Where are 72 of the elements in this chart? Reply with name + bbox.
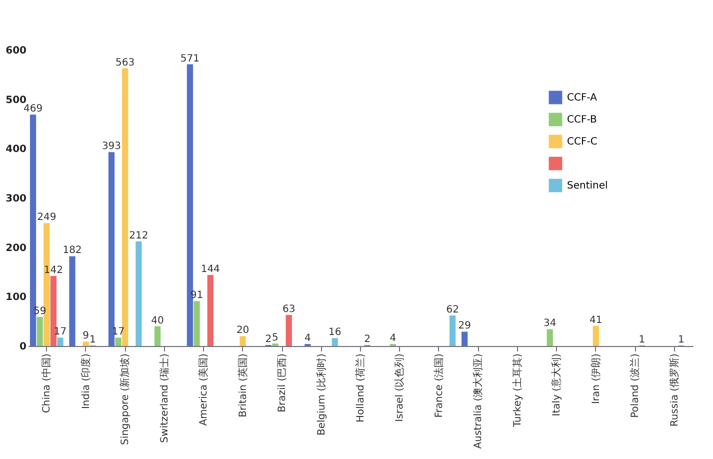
bar	[546, 329, 553, 346]
bar	[154, 326, 161, 346]
y-tick-label: 300	[6, 194, 27, 204]
legend-label: CCF-C	[567, 136, 598, 148]
data-label: 2	[265, 334, 272, 346]
bar	[115, 338, 122, 346]
x-tick-label: Iran (伊朗)	[590, 353, 602, 404]
legend-label: CCF-A	[567, 92, 598, 104]
bar	[136, 241, 142, 346]
data-label: 9	[82, 330, 90, 342]
x-tick-label: Brazil (巴西)	[277, 353, 288, 412]
bar	[57, 338, 64, 346]
data-label: 144	[200, 264, 220, 275]
x-tick-label: Israel (以色列)	[394, 353, 406, 422]
bar	[450, 315, 456, 346]
data-label: 20	[236, 325, 250, 336]
y-tick-label: 200	[6, 242, 27, 254]
x-tick-label: France (法国)	[432, 353, 445, 418]
data-label: 249	[37, 212, 56, 224]
y-tick-label: 100	[6, 292, 27, 304]
bar	[286, 314, 292, 346]
data-label: 63	[282, 304, 296, 315]
bar	[462, 332, 468, 346]
y-tick-label: 500	[6, 94, 27, 106]
data-label: 1	[638, 334, 646, 346]
bar	[240, 336, 246, 346]
data-label: 2	[364, 334, 370, 346]
data-label: 469	[23, 104, 43, 115]
x-tick-label: Belgium (比利时)	[315, 353, 328, 436]
x-tick-label: Britain (英国)	[236, 353, 249, 418]
data-label: 1	[89, 334, 96, 346]
bar	[122, 68, 128, 346]
legend-label: Sentinel	[567, 180, 608, 192]
x-tick-label: Switzerland (瑞士)	[158, 353, 170, 443]
x-tick-label: Poland (波兰)	[629, 353, 642, 418]
data-label: 40	[151, 315, 164, 326]
y-tick-label: 600	[6, 46, 27, 56]
data-label: 393	[102, 141, 122, 152]
data-label: 41	[590, 314, 602, 326]
bar	[69, 256, 76, 346]
x-tick-label: Australia (澳大利亚)	[472, 353, 484, 449]
data-label: 34	[543, 318, 556, 330]
bar	[592, 326, 599, 346]
y-tick-label: 400	[6, 144, 27, 156]
x-tick-label: Holland (荷兰)	[354, 353, 366, 422]
data-label: 5	[272, 332, 278, 344]
bar	[332, 338, 338, 346]
data-label: 182	[62, 245, 82, 256]
data-label: 4	[390, 333, 396, 344]
data-label: 4	[304, 333, 311, 344]
x-tick-label: China (中国)	[40, 353, 53, 414]
data-label: 62	[446, 304, 459, 316]
x-tick-label: Singapore (新加坡)	[119, 353, 132, 445]
legend-label: CCF-B	[567, 114, 597, 126]
data-label: 1	[678, 334, 684, 346]
bar	[50, 276, 57, 346]
bar	[82, 342, 89, 346]
x-tick-label: America (美国)	[198, 353, 210, 426]
bar	[194, 301, 200, 346]
data-label: 212	[129, 230, 148, 242]
data-label: 563	[116, 57, 135, 68]
data-label: 29	[458, 320, 471, 332]
y-tick-label: 0	[20, 342, 27, 352]
x-tick-label: Russia (俄罗斯)	[668, 353, 680, 427]
data-label: 16	[328, 327, 342, 338]
data-label: 571	[180, 53, 200, 64]
bar	[36, 316, 43, 346]
bar	[108, 152, 115, 346]
x-tick-label: Turkey (土耳其)	[511, 353, 524, 428]
x-tick-label: Italy (意大利)	[550, 353, 563, 416]
x-tick-label: India (印度)	[80, 353, 92, 410]
bar	[207, 274, 214, 346]
